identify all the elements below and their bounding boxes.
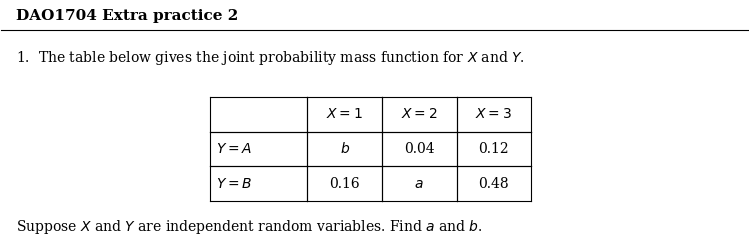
Text: 0.48: 0.48 — [479, 177, 509, 190]
Text: $X = 3$: $X = 3$ — [476, 107, 512, 121]
Text: $Y = B$: $Y = B$ — [216, 177, 252, 190]
Text: $b$: $b$ — [339, 141, 350, 156]
Text: 0.16: 0.16 — [330, 177, 360, 190]
Text: 0.12: 0.12 — [479, 142, 509, 156]
Text: $X = 2$: $X = 2$ — [401, 107, 437, 121]
Text: DAO1704 Extra practice 2: DAO1704 Extra practice 2 — [16, 8, 239, 23]
Text: $Y = A$: $Y = A$ — [216, 142, 252, 156]
Text: Suppose $X$ and $Y$ are independent random variables. Find $a$ and $b$.: Suppose $X$ and $Y$ are independent rand… — [16, 218, 483, 236]
Text: 1.  The table below gives the joint probability mass function for $X$ and $Y$.: 1. The table below gives the joint proba… — [16, 49, 525, 67]
Text: $X = 1$: $X = 1$ — [327, 107, 363, 121]
Text: 0.04: 0.04 — [404, 142, 434, 156]
Text: $a$: $a$ — [414, 177, 424, 190]
